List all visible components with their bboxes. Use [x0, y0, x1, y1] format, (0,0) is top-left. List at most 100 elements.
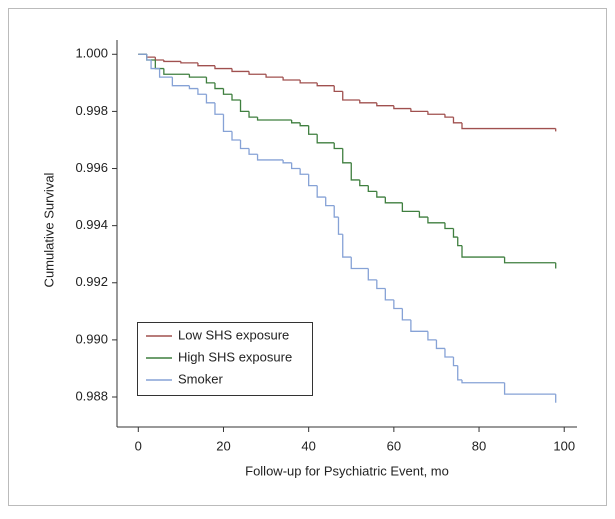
survival-step	[384, 288, 394, 301]
survival-step	[337, 217, 343, 235]
survival-step	[342, 91, 360, 101]
survival-step	[163, 68, 190, 75]
survival-step	[444, 114, 454, 118]
survival-step	[154, 59, 164, 70]
survival-step	[290, 162, 301, 170]
survival-step	[163, 59, 181, 63]
survival-step	[154, 57, 164, 61]
survival-step	[222, 88, 232, 95]
survival-step	[457, 237, 462, 247]
survival-step	[282, 159, 292, 164]
survival-step	[401, 308, 411, 321]
survival-step	[367, 185, 377, 193]
survival-step	[282, 77, 301, 81]
y-axis-label: Cumulative Survival	[41, 172, 56, 287]
survival-step	[410, 319, 428, 332]
survival-step	[342, 234, 352, 258]
x-tick-label: 0	[135, 438, 142, 453]
survival-step	[376, 191, 386, 198]
survival-step	[427, 111, 445, 115]
survival-step	[427, 217, 445, 224]
survival-step	[444, 348, 454, 358]
survival-step	[146, 54, 152, 61]
x-axis-label: Follow-up for Psychiatric Event, mo	[245, 463, 449, 478]
survival-step	[188, 85, 198, 90]
survival-step	[418, 211, 428, 218]
survival-step	[350, 257, 369, 270]
y-tick-label: 0.994	[75, 217, 108, 232]
y-tick-label: 0.998	[75, 103, 108, 118]
survival-step	[146, 54, 156, 58]
survival-step	[333, 142, 343, 150]
survival-step	[461, 122, 556, 130]
survival-step	[222, 114, 232, 133]
survival-step	[316, 134, 335, 144]
survival-step	[180, 61, 198, 64]
survival-step	[376, 279, 386, 290]
survival-step	[410, 108, 428, 113]
survival-step	[248, 71, 267, 75]
survival-step	[158, 68, 173, 78]
x-tick-label: 40	[301, 438, 315, 453]
survival-step	[342, 148, 352, 164]
survival-step	[393, 299, 403, 310]
survival-step	[435, 339, 445, 350]
survival-step	[393, 105, 411, 110]
legend	[137, 322, 313, 396]
y-tick-label: 0.988	[75, 388, 108, 403]
survival-step	[290, 119, 301, 124]
survival-step	[214, 82, 224, 90]
survival-step	[308, 174, 318, 187]
y-tick-label: 0.992	[75, 274, 108, 289]
survival-step	[384, 197, 403, 204]
y-tick-label: 1.000	[75, 46, 108, 61]
survival-step	[265, 74, 284, 78]
survival-step	[333, 85, 343, 93]
survival-step	[427, 331, 437, 341]
survival-step	[325, 197, 335, 207]
x-tick-label: 80	[472, 438, 486, 453]
survival-step	[239, 99, 250, 113]
survival-step	[401, 202, 420, 213]
survival-step	[248, 148, 258, 155]
survival-step	[503, 382, 556, 395]
survival-step	[452, 228, 458, 238]
survival-step	[376, 102, 394, 107]
survival-step	[197, 88, 207, 95]
survival-step	[359, 179, 369, 187]
survival-step	[197, 62, 215, 67]
survival-step	[457, 365, 462, 381]
survival-step	[333, 205, 339, 218]
y-tick-label: 0.996	[75, 160, 108, 175]
survival-step	[231, 131, 241, 141]
survival-step	[308, 125, 318, 135]
survival-step	[205, 77, 215, 84]
survival-step	[367, 268, 377, 281]
survival-step	[299, 79, 318, 84]
legend-label: Low SHS exposure	[178, 327, 289, 342]
legend-label: Smoker	[178, 371, 223, 386]
survival-step	[256, 117, 292, 121]
survival-step	[239, 139, 250, 150]
survival-step	[461, 379, 505, 384]
survival-step	[248, 111, 258, 118]
survival-step	[150, 59, 160, 70]
survival-step	[316, 82, 335, 87]
x-tick-label: 60	[387, 438, 401, 453]
survival-step	[444, 222, 454, 230]
survival-step	[359, 99, 377, 104]
frame	[8, 8, 607, 506]
survival-step	[171, 77, 190, 87]
survival-step	[299, 122, 309, 127]
x-tick-label: 100	[553, 438, 575, 453]
survival-step	[350, 162, 360, 181]
survival-step	[461, 245, 505, 258]
survival-step	[231, 68, 250, 73]
survival-step	[452, 357, 458, 367]
survival-step	[214, 102, 224, 115]
y-tick-label: 0.990	[75, 331, 108, 346]
survival-step	[503, 257, 556, 264]
survival-step	[452, 117, 462, 124]
survival-step	[256, 154, 284, 161]
survival-step	[214, 65, 232, 70]
